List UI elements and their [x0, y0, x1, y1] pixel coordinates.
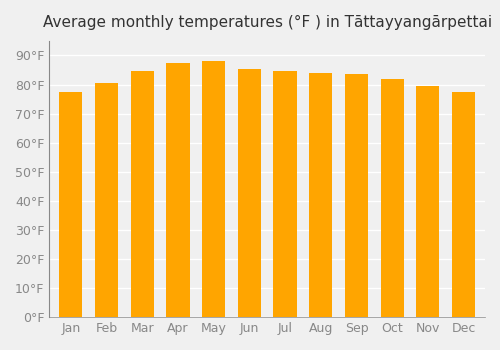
Bar [59, 92, 82, 317]
Bar [452, 92, 475, 317]
Bar [274, 71, 296, 317]
Bar [130, 71, 154, 317]
Bar [166, 63, 190, 317]
Bar [416, 86, 440, 317]
Bar [238, 69, 261, 317]
Title: Average monthly temperatures (°F ) in Tāttayyangārpettai: Average monthly temperatures (°F ) in Tā… [42, 15, 492, 30]
Bar [380, 79, 404, 317]
Bar [95, 83, 118, 317]
Bar [202, 61, 225, 317]
Bar [345, 74, 368, 317]
Bar [309, 73, 332, 317]
